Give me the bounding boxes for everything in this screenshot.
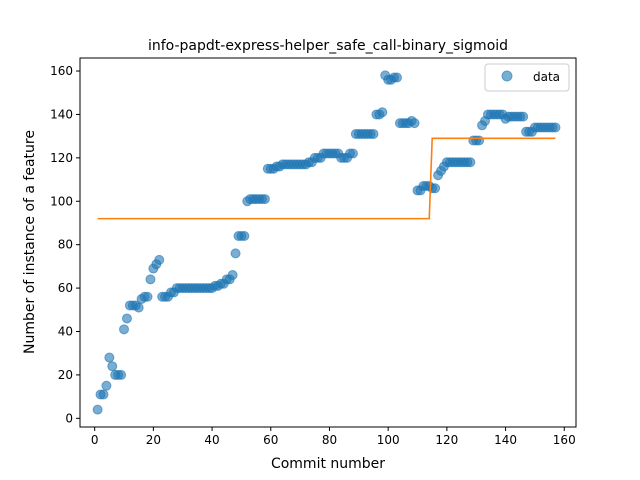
- y-tick-label: 140: [50, 107, 73, 121]
- data-point: [142, 291, 153, 302]
- plot-area: [92, 70, 561, 415]
- x-tick-label: 160: [553, 433, 576, 447]
- x-tick-label: 0: [91, 433, 99, 447]
- data-point: [92, 404, 103, 415]
- x-tick-label: 120: [435, 433, 458, 447]
- data-point: [107, 361, 118, 372]
- data-point: [227, 270, 238, 281]
- y-tick-label: 60: [58, 281, 73, 295]
- data-point: [391, 72, 402, 83]
- legend-data-marker: [501, 70, 513, 82]
- data-point: [368, 128, 379, 139]
- axis-ticks: 0 20 40 60 80 100 120 140 160 0 20 40 60 80 100 120 140 1…: [50, 64, 576, 447]
- x-tick-label: 80: [322, 433, 337, 447]
- y-tick-label: 100: [50, 194, 73, 208]
- data-point: [154, 254, 165, 265]
- axes-frame: [79, 57, 577, 428]
- x-tick-label: 100: [377, 433, 400, 447]
- data-point: [550, 122, 561, 133]
- data-point: [474, 135, 485, 146]
- data-point: [347, 148, 358, 159]
- data-point: [230, 248, 241, 259]
- data-point: [116, 369, 127, 380]
- data-point: [133, 302, 144, 313]
- y-axis-label: Number of instance of a feature: [22, 130, 38, 354]
- y-tick-label: 20: [58, 368, 73, 382]
- legend-data-label: data: [533, 70, 560, 84]
- y-tick-label: 120: [50, 151, 73, 165]
- data-point: [98, 389, 109, 400]
- data-point: [259, 194, 270, 205]
- chart-title: info-papdt-express-helper_safe_call-bina…: [148, 38, 508, 54]
- data-point: [465, 157, 476, 168]
- y-tick-label: 80: [58, 238, 73, 252]
- data-point: [518, 111, 529, 122]
- y-tick-label: 40: [58, 324, 73, 338]
- y-tick-label: 0: [65, 411, 73, 425]
- data-point: [430, 183, 441, 194]
- data-point: [101, 380, 112, 391]
- data-point: [119, 324, 130, 335]
- legend: data: [484, 63, 570, 92]
- x-tick-label: 40: [204, 433, 219, 447]
- x-axis-label: Commit number: [271, 456, 385, 472]
- data-point: [239, 230, 250, 241]
- x-tick-label: 20: [146, 433, 161, 447]
- x-tick-label: 140: [494, 433, 517, 447]
- y-tick-label: 160: [50, 64, 73, 78]
- x-tick-label: 60: [263, 433, 278, 447]
- data-point: [104, 352, 115, 363]
- fit-line: [97, 137, 556, 220]
- data-point: [121, 313, 132, 324]
- data-point: [409, 118, 420, 129]
- data-point: [145, 274, 156, 285]
- data-point: [377, 107, 388, 118]
